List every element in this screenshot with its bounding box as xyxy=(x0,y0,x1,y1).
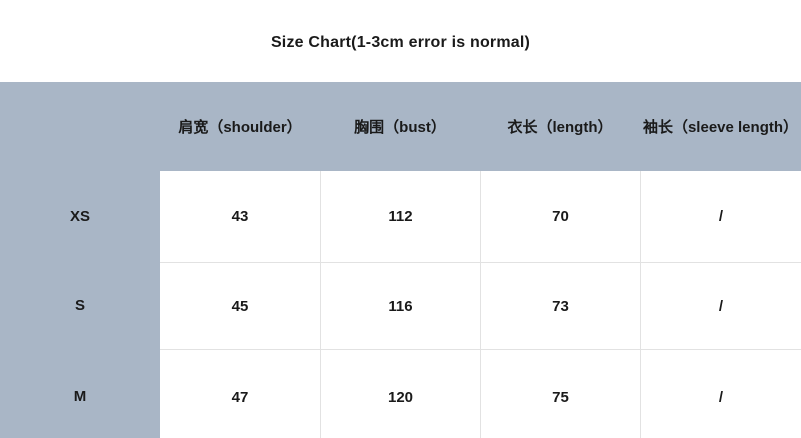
column-header-length: 衣长（length） xyxy=(507,119,613,136)
cell-s-shoulder: 45 xyxy=(160,262,320,349)
cell-s-length: 73 xyxy=(480,262,640,349)
column-header-sleeve-length: 袖长（sleeve length） xyxy=(642,119,799,136)
page-title: Size Chart(1-3cm error is normal) xyxy=(270,34,531,51)
column-header-shoulder: 肩宽（shoulder） xyxy=(178,119,302,136)
cell-m-shoulder: 47 xyxy=(160,349,320,438)
size-chart-panel: 肩宽（shoulder） 胸围（bust） 衣长（length） 袖长（slee… xyxy=(0,82,801,438)
cell-xs-length: 70 xyxy=(480,171,640,262)
cell-s-sleeve: / xyxy=(640,262,801,349)
row-label-m: M xyxy=(73,388,87,405)
row-label-xs: XS xyxy=(69,208,90,225)
cell-m-bust: 120 xyxy=(320,349,480,438)
column-header-bust: 胸围（bust） xyxy=(354,119,446,136)
row-label-s: S xyxy=(74,297,85,314)
cell-s-bust: 116 xyxy=(320,262,480,349)
cell-m-length: 75 xyxy=(480,349,640,438)
size-chart-table: 肩宽（shoulder） 胸围（bust） 衣长（length） 袖长（slee… xyxy=(0,82,801,438)
corner-cell xyxy=(0,82,160,171)
cell-xs-shoulder: 43 xyxy=(160,171,320,262)
cell-m-sleeve: / xyxy=(640,349,801,438)
cell-xs-sleeve: / xyxy=(640,171,801,262)
cell-xs-bust: 112 xyxy=(320,171,480,262)
